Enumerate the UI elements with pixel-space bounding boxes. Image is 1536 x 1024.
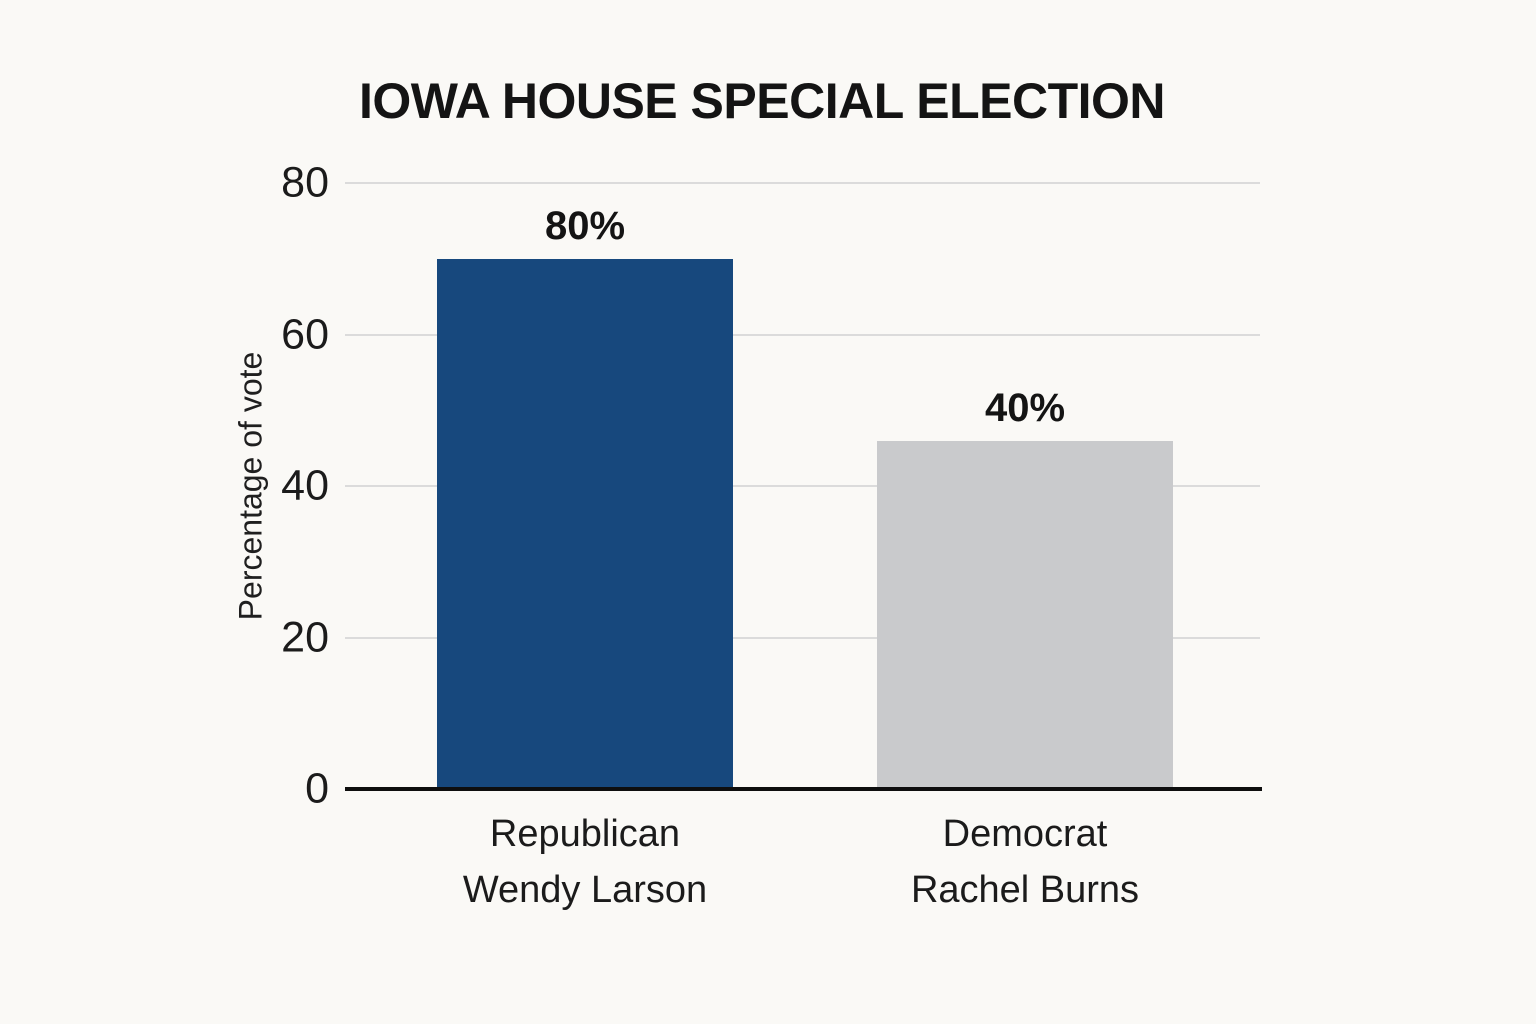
- gridline-80: [345, 182, 1260, 184]
- gridline-40: [345, 485, 1260, 487]
- bar-1: [437, 258, 733, 789]
- plot-area: 0 20 40 60 80 80% 40% Republican Wendy Larson D…: [281, 161, 1262, 911]
- chart-title: IOWA HOUSE SPECIAL ELECTION: [358, 73, 1166, 129]
- y-tick-label-80: 80: [281, 158, 329, 207]
- x-category-label-1: Republican Wendy Larson: [325, 806, 845, 918]
- x-category-line: Wendy Larson: [462, 869, 708, 911]
- x-axis-line: [345, 787, 1262, 791]
- x-category-line: Rachel Burns: [910, 869, 1140, 911]
- bar-value-label-2: 40%: [984, 385, 1066, 430]
- x-category-line: Republican: [489, 813, 681, 855]
- y-tick-label-60: 60: [281, 310, 329, 358]
- y-axis-title: Percentage of vote: [232, 351, 269, 621]
- y-tick-label-40: 40: [281, 461, 329, 510]
- bar-column-1: 80%: [437, 183, 733, 789]
- gridline-60: [345, 333, 1260, 336]
- bar-column-2: 40%: [877, 183, 1173, 789]
- gridline-20: [345, 636, 1260, 639]
- bar-value-label-1: 80%: [544, 203, 626, 248]
- bar-2: [877, 440, 1173, 789]
- y-tick-label-20: 20: [281, 613, 329, 661]
- x-tick-labels: Republican Wendy Larson Democrat Rachel Bur…: [345, 806, 1260, 926]
- y-tick-label-0: 0: [305, 764, 329, 813]
- x-category-line: Democrat: [942, 813, 1108, 855]
- x-category-label-2: Democrat Rachel Burns: [765, 806, 1285, 918]
- bars: 80% 40%: [345, 183, 1260, 789]
